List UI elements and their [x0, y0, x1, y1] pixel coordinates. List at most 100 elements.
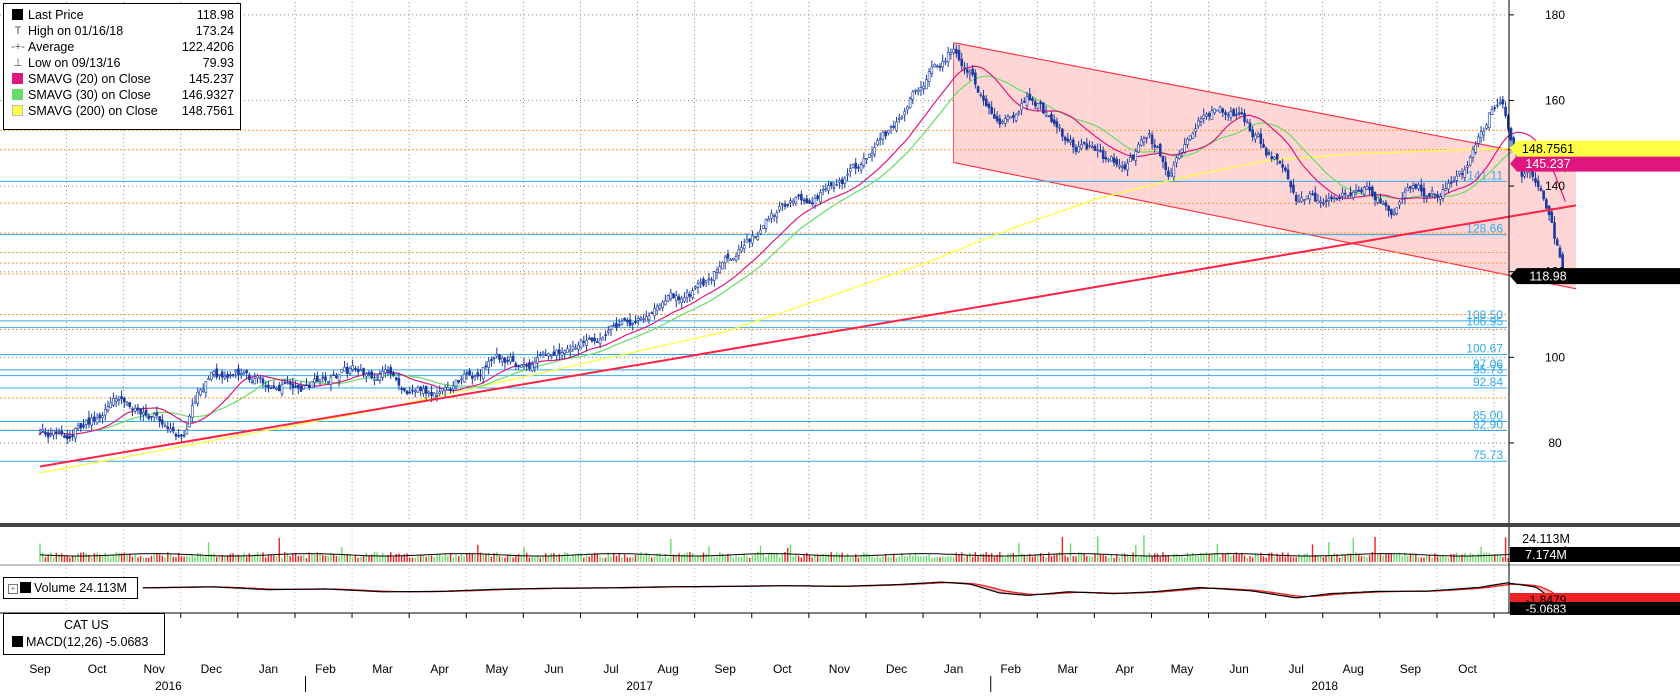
- expand-icon[interactable]: +: [8, 584, 18, 594]
- volume-bar: [1306, 553, 1308, 562]
- volume-bar: [112, 554, 115, 562]
- price-bar: [1398, 201, 1401, 206]
- price-bar: [764, 219, 768, 229]
- support-trendline: [39, 204, 1577, 468]
- volume-bar: [806, 552, 808, 562]
- macd-tag-label: -5.0683: [1526, 602, 1567, 616]
- price-bar: [598, 338, 602, 345]
- price-bar: [786, 204, 790, 206]
- price-bar: [1120, 166, 1124, 169]
- support-label: 100.67: [1466, 341, 1503, 355]
- price-bar: [500, 357, 504, 362]
- price-bar: [400, 388, 403, 390]
- volume-bar: [1434, 553, 1436, 562]
- volume-bar: [1281, 552, 1284, 562]
- price-bar: [1477, 136, 1480, 144]
- price-bar: [446, 387, 450, 390]
- volume-bar: [996, 554, 998, 562]
- price-bar: [1352, 192, 1355, 199]
- price-bar: [552, 351, 556, 356]
- volume-bar: [844, 557, 846, 562]
- price-bar: [541, 351, 545, 355]
- high-marker-icon: T: [14, 25, 22, 37]
- price-bar: [628, 319, 632, 326]
- price-bar: [1050, 113, 1053, 122]
- price-bar: [76, 425, 80, 429]
- price-bar: [585, 339, 588, 346]
- price-bar: [161, 419, 164, 425]
- price-bar: [1354, 190, 1358, 193]
- support-label: 141.11: [1467, 168, 1503, 182]
- y-tick-label: 100: [1545, 350, 1565, 364]
- volume-bar: [754, 554, 756, 562]
- price-bar: [84, 420, 88, 425]
- volume-bar: [1507, 557, 1509, 562]
- price-bar: [277, 384, 281, 392]
- price-bar: [503, 357, 507, 363]
- volume-bar: [452, 557, 454, 562]
- volume-bar: [1265, 557, 1267, 562]
- price-bar: [386, 369, 390, 372]
- volume-bar: [664, 553, 667, 562]
- volume-bar: [1243, 555, 1246, 562]
- volume-bar: [700, 556, 702, 562]
- price-bar: [1022, 100, 1026, 103]
- price-bar: [1205, 114, 1208, 117]
- volume-bar: [42, 552, 44, 562]
- price-bar: [1071, 139, 1075, 148]
- price-bar: [1441, 189, 1445, 199]
- price-bar: [424, 385, 428, 394]
- volume-bar: [430, 555, 433, 562]
- price-bar: [1493, 107, 1496, 110]
- price-bar: [201, 389, 205, 392]
- volume-bar: [199, 553, 202, 562]
- volume-bar: [819, 555, 822, 562]
- price-bar: [1330, 196, 1333, 200]
- price-bar: [1376, 197, 1380, 203]
- volume-bar: [966, 554, 968, 562]
- price-bar: [1148, 133, 1151, 136]
- volume-bar: [1064, 555, 1066, 562]
- price-bar: [248, 374, 251, 380]
- price-bar: [1197, 120, 1200, 127]
- price-bar: [1379, 198, 1382, 204]
- volume-bar: [99, 554, 101, 562]
- volume-bar: [1268, 553, 1270, 562]
- volume-bar: [207, 542, 210, 562]
- price-bar: [1553, 222, 1556, 239]
- price-bar: [1012, 114, 1015, 118]
- price-bar: [859, 164, 863, 171]
- volume-bar: [1262, 556, 1265, 562]
- price-bar: [90, 417, 93, 426]
- volume-bar: [912, 555, 914, 562]
- price-bar: [732, 258, 735, 261]
- volume-bar: [931, 557, 933, 562]
- volume-bar: [232, 553, 234, 562]
- price-bar: [791, 200, 795, 204]
- volume-bar: [1279, 555, 1281, 562]
- price-bar: [218, 374, 221, 376]
- channel-fill: [953, 42, 1576, 289]
- price-bar: [778, 206, 781, 211]
- volume-bar: [327, 556, 329, 562]
- price-bar: [685, 292, 689, 298]
- price-tag: 145.237: [1510, 155, 1680, 172]
- price-bar: [1455, 175, 1458, 181]
- volume-bar: [903, 556, 906, 562]
- volume-bar: [368, 555, 370, 562]
- price-bar: [726, 253, 730, 259]
- price-bar: [1286, 169, 1290, 180]
- volume-bar: [419, 555, 422, 562]
- price-bar: [106, 406, 110, 411]
- macd-value: -5.0683: [105, 635, 149, 649]
- volume-bar: [1428, 555, 1431, 562]
- volume-bar: [202, 556, 204, 562]
- price-bar: [490, 359, 493, 361]
- price-bar: [484, 365, 488, 368]
- price-bar: [297, 384, 300, 389]
- volume-bar: [205, 555, 207, 562]
- volume-bar: [1241, 552, 1243, 562]
- price-bar: [362, 368, 365, 375]
